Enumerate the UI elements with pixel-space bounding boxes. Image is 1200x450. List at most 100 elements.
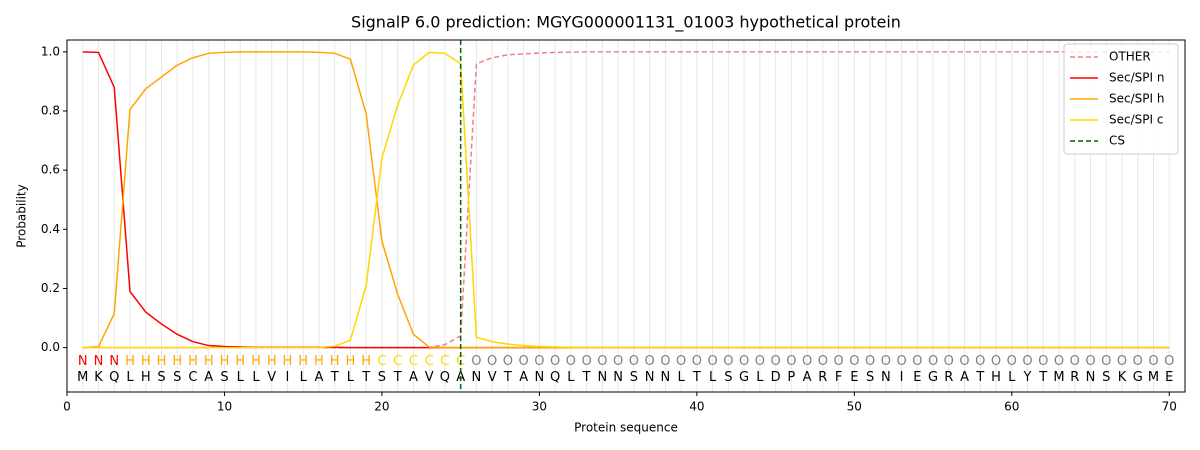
- residue: H: [991, 370, 1001, 385]
- legend-label: Sec/SPI n: [1109, 71, 1164, 85]
- region-label: O: [1117, 354, 1127, 369]
- region-label: O: [944, 354, 954, 369]
- region-label: O: [707, 354, 717, 369]
- region-label: H: [141, 354, 151, 369]
- region-label: O: [833, 354, 843, 369]
- region-label: H: [157, 354, 167, 369]
- residue: T: [1038, 370, 1047, 385]
- region-label: O: [1070, 354, 1080, 369]
- y-tick-label: 1.0: [41, 44, 60, 58]
- residue: A: [960, 370, 969, 385]
- y-tick-label: 0.2: [41, 281, 60, 295]
- region-label: O: [770, 354, 780, 369]
- residue: A: [204, 370, 213, 385]
- residue: N: [535, 370, 545, 385]
- region-label: O: [959, 354, 969, 369]
- series-line: [82, 51, 1170, 349]
- residue: L: [709, 370, 717, 385]
- residue: R: [944, 370, 953, 385]
- region-label: H: [235, 354, 245, 369]
- residue: L: [677, 370, 685, 385]
- legend-label: CS: [1109, 134, 1125, 148]
- region-label: H: [346, 354, 356, 369]
- region-label: H: [204, 354, 214, 369]
- region-label: O: [723, 354, 733, 369]
- region-label: O: [912, 354, 922, 369]
- region-label: H: [220, 354, 230, 369]
- region-label: C: [377, 354, 386, 369]
- region-label: O: [519, 354, 529, 369]
- residue: E: [913, 370, 921, 385]
- y-tick-label: 0.0: [41, 340, 60, 354]
- region-label: O: [534, 354, 544, 369]
- legend: OTHER Sec/SPI n Sec/SPI h Sec/SPI c CS: [1063, 43, 1179, 155]
- series-line: [82, 51, 1170, 349]
- residue: A: [409, 370, 418, 385]
- residue: T: [330, 370, 339, 385]
- residue: S: [630, 370, 638, 385]
- residue: L: [237, 370, 245, 385]
- region-label: O: [503, 354, 513, 369]
- chart-title: SignalP 6.0 prediction: MGYG000001131_01…: [351, 13, 901, 33]
- region-label: O: [645, 354, 655, 369]
- region-label: C: [409, 354, 418, 369]
- region-label: O: [865, 354, 875, 369]
- region-label: N: [109, 354, 119, 369]
- residue: S: [173, 370, 181, 385]
- x-tick-label: 50: [847, 400, 862, 414]
- residue: L: [567, 370, 575, 385]
- region-label: O: [629, 354, 639, 369]
- legend-label: OTHER: [1109, 50, 1151, 64]
- region-label: O: [786, 354, 796, 369]
- residue: N: [598, 370, 608, 385]
- region-label: O: [1101, 354, 1111, 369]
- y-axis-label: Probability: [15, 184, 29, 247]
- region-label: C: [440, 354, 449, 369]
- residue: S: [378, 370, 386, 385]
- region-label: O: [928, 354, 938, 369]
- residue: N: [613, 370, 623, 385]
- residue: V: [425, 370, 434, 385]
- legend-label: Sec/SPI h: [1109, 92, 1164, 106]
- residue: L: [252, 370, 260, 385]
- residue: E: [850, 370, 858, 385]
- residue: P: [787, 370, 795, 385]
- region-label: O: [1054, 354, 1064, 369]
- residue: N: [660, 370, 670, 385]
- region-label: O: [755, 354, 765, 369]
- residue: Q: [550, 370, 560, 385]
- residue: A: [519, 370, 528, 385]
- region-label: O: [550, 354, 560, 369]
- region-label: O: [597, 354, 607, 369]
- region-label: O: [613, 354, 623, 369]
- region-label: O: [975, 354, 985, 369]
- region-label: H: [283, 354, 293, 369]
- x-tick-label: 30: [532, 400, 547, 414]
- region-label: H: [330, 354, 340, 369]
- region-label: H: [361, 354, 371, 369]
- residue: I: [286, 370, 290, 385]
- region-label: N: [78, 354, 88, 369]
- residue: S: [724, 370, 732, 385]
- residue: L: [347, 370, 355, 385]
- legend-label: Sec/SPI c: [1109, 113, 1163, 127]
- region-label: O: [991, 354, 1001, 369]
- x-tick-label: 0: [63, 400, 71, 414]
- region-label: O: [818, 354, 828, 369]
- residue: A: [314, 370, 323, 385]
- region-label: O: [660, 354, 670, 369]
- residue: L: [1008, 370, 1016, 385]
- residue: G: [739, 370, 749, 385]
- residue: S: [157, 370, 165, 385]
- series-line: [82, 51, 1170, 349]
- residue: L: [300, 370, 308, 385]
- region-label: H: [172, 354, 182, 369]
- residue: Q: [440, 370, 450, 385]
- residue: E: [1165, 370, 1173, 385]
- residue: K: [1118, 370, 1127, 385]
- residue: N: [881, 370, 891, 385]
- plot-frame: [66, 39, 1186, 393]
- region-label: C: [425, 354, 434, 369]
- y-tick-label: 0.8: [41, 103, 60, 117]
- residue: V: [488, 370, 497, 385]
